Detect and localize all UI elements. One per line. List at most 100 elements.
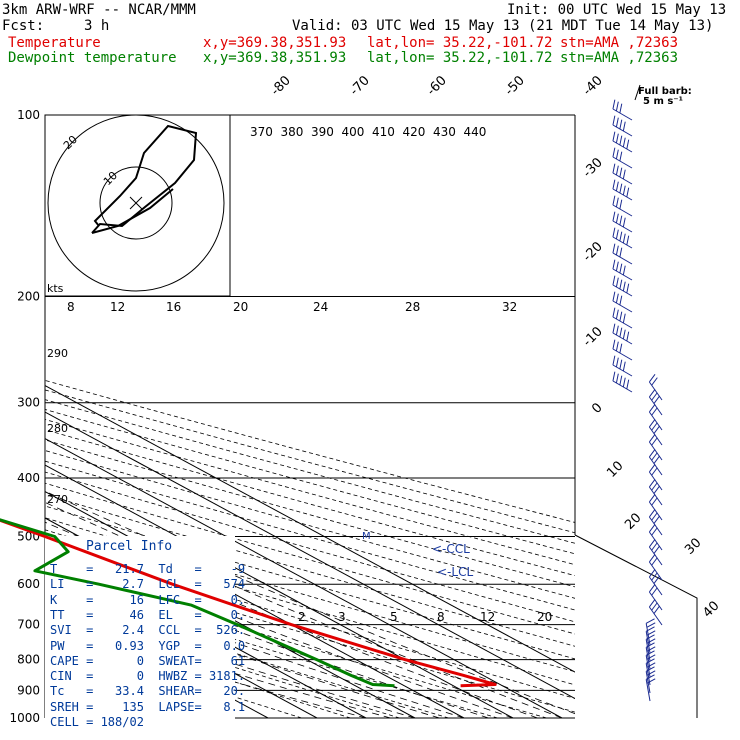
pressure-tick-label: 700 [17,618,40,632]
wind-barb [612,131,633,153]
dewpoint-trace [0,518,395,688]
hodograph-ring-outer [47,114,225,292]
mixing-ratio-label: 8 [67,300,75,314]
wind-barb [648,584,663,611]
temperature-tick-label: -10 [580,324,606,350]
pressure-tick-label: 600 [17,577,40,591]
mixing-ratio-label: 28 [405,300,420,314]
parcel-info-row: LI = 2.7 LCL = 574 [50,577,246,592]
barb-key-title: Full barb: [638,86,692,97]
wind-barb [612,275,633,297]
wind-barb [612,291,633,313]
wind-barb [612,179,633,201]
hodograph-trace [91,188,174,234]
isotherm [45,490,465,718]
parcel-info-row: TT = 46 EL = 0. [50,607,246,622]
parcel-info-title: Parcel Info [86,539,173,554]
temperature-tick-label: -70 [347,73,373,99]
forecast-hour: 3 h [84,18,110,34]
theta-e-label: 400 [342,125,365,139]
wind-barb [648,464,663,491]
theta-label: 290 [47,347,68,360]
hodograph-ring-inner [99,166,173,240]
theta-e-label: 430 [433,125,456,139]
hodograph-center-mark [129,196,143,210]
dry-adiabat [45,460,575,611]
temperature-tick-label: -20 [580,239,606,265]
mixing-ratio-label: 20 [233,300,248,314]
wind-barb [648,434,663,461]
mixing-ratio-label: 3 [338,610,346,624]
temperature-legend-xy: x,y=369.38,351.93 [203,35,347,51]
dewpoint-legend-station: stn=AMA ,72363 [560,50,679,66]
mixing-ratio-label: 12 [480,610,495,624]
wind-barb [612,339,633,361]
moist-adiabat [45,521,538,718]
wind-barb [648,449,663,476]
temperature-tick-label: -40 [580,73,606,99]
temperature-tick-label: 10 [604,459,626,481]
hodograph-units-label: kts [47,282,64,295]
pressure-tick-label: 100 [17,108,40,122]
wind-barb [648,494,663,521]
wind-barb [612,227,633,249]
dry-adiabat [45,541,575,699]
wind-barb [612,195,633,217]
theta-e-label: 370 [250,125,273,139]
dry-adiabat [45,419,575,566]
plot-frame-slant [574,534,698,718]
temperature-tick-label: 30 [682,536,704,558]
hodograph-trace [91,124,198,234]
temperature-tick-label: 0 [589,400,605,416]
dewpoint-legend-xy: x,y=369.38,351.93 [203,50,347,66]
dry-adiabat [45,439,575,588]
temperature-tick-label: 40 [700,599,722,621]
parcel-info-row: CAPE = 0 SWEAT= 61 [50,653,246,668]
pressure-tick-label: 400 [17,471,40,485]
mixing-ratio-label: 20 [537,610,552,624]
dry-adiabat [45,471,575,623]
parcel-info-row: Tc = 33.4 SHEAR= 20. [50,684,246,699]
isotherm [45,464,514,718]
wind-barb [612,371,633,393]
wind-barb [648,509,663,536]
isotherm [45,437,563,718]
wind-barb [648,404,663,431]
mixing-ratio-label: 32 [502,300,517,314]
theta-label: 270 [47,493,68,506]
wind-barb [648,539,663,566]
parcel-info-box [45,536,235,720]
wind-barb [612,323,633,345]
dry-adiabat [45,482,575,635]
wind-barb [612,163,633,185]
temperature-legend-label: Temperature [8,35,101,51]
dry-adiabat [45,494,575,647]
parcel-info-row: T = 21.7 Td = -9 [50,562,246,576]
temperature-tick-label: -80 [268,73,294,99]
pressure-tick-label: 800 [17,653,40,667]
theta-e-label: 440 [464,125,487,139]
wind-barb [612,211,633,233]
wind-barb [648,419,663,446]
wind-barb [648,599,663,626]
moist-adiabat [45,613,391,718]
mixing-ratio-label: 8 [437,610,445,624]
temperature-tick-label: 20 [622,511,644,533]
parcel-info-row: PW = 0.93 YGP = 0.0 [50,638,246,653]
wind-barb [648,479,663,506]
parcel-info-row: CIN = 0 HWBZ = 3181. [50,669,246,684]
wind-barb [612,307,633,329]
mixing-ratio-label: 5 [390,610,398,624]
pressure-tick-label: 300 [17,396,40,410]
dewpoint-legend-label: Dewpoint temperature [8,50,177,66]
mixing-ratio-label: 12 [110,300,125,314]
temperature-legend-station: stn=AMA ,72363 [560,35,679,51]
parcel-info-row: CELL = 188/02 [50,715,144,729]
hodograph-box [44,114,231,297]
parcel-info-row: SVI = 2.4 CCL = 526. [50,623,246,638]
wind-barb [648,569,663,596]
forecast-label: Fcst: [2,18,45,34]
pressure-tick-label: 1000 [9,711,40,725]
mixing-ratio-label: 16 [166,300,181,314]
